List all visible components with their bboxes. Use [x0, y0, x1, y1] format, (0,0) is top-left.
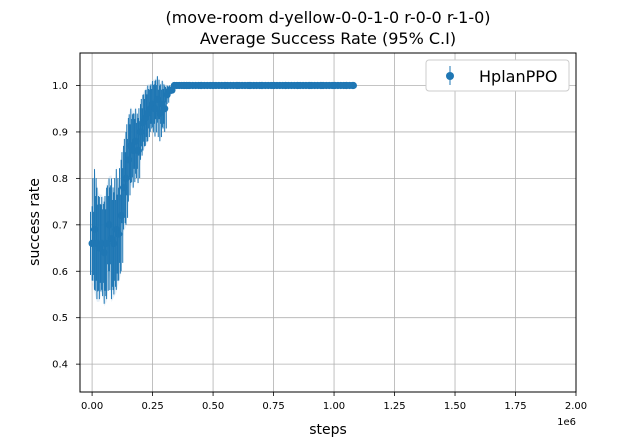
- x-tick-label: 0.25: [141, 401, 163, 412]
- data-point: [348, 81, 357, 90]
- y-axis-ticks: 0.4 0.5 0.6 0.7 0.8 0.9 1.0: [52, 81, 80, 371]
- data-point: [100, 249, 108, 257]
- legend-series-name: HplanPPO: [479, 67, 557, 86]
- data-point: [115, 230, 123, 238]
- legend-frame: [425, 59, 570, 92]
- data-point: [119, 184, 128, 192]
- data-point: [156, 109, 164, 117]
- data-point: [136, 128, 145, 136]
- data-point: [132, 137, 140, 145]
- data-point: [151, 105, 159, 113]
- y-tick-label: 0.8: [52, 174, 68, 185]
- x-axis-multiplier: 1e6: [557, 417, 576, 428]
- chart-title-line2: Average Success Rate (95% C.I): [200, 29, 456, 48]
- y-tick-label: 0.7: [52, 220, 68, 231]
- data-point: [103, 239, 111, 247]
- data-point: [161, 105, 169, 113]
- y-tick-label: 0.5: [52, 313, 68, 324]
- data-point: [124, 156, 132, 164]
- x-tick-label: 0.75: [262, 401, 284, 412]
- x-tick-label: 1.50: [444, 401, 466, 412]
- x-tick-label: 1.75: [504, 401, 526, 412]
- x-tick-label: 1.25: [383, 401, 405, 412]
- plot-frame: [79, 52, 577, 393]
- x-tick-label: 2.00: [565, 401, 587, 412]
- data-point: [90, 225, 99, 234]
- confidence-band: [92, 75, 354, 307]
- data-point: [110, 239, 118, 247]
- x-tick-label: 0.00: [81, 401, 103, 412]
- x-tick-label: 0.50: [202, 401, 224, 412]
- data-point: [134, 146, 142, 155]
- x-axis-label: steps: [309, 422, 347, 438]
- x-axis-ticks: 0.00 0.25 0.50 0.75 1.00 1.25 1.50 1.75 2.00: [81, 392, 587, 412]
- y-tick-label: 0.9: [52, 127, 68, 138]
- y-tick-label: 0.4: [52, 360, 68, 371]
- y-tick-label: 1.0: [52, 81, 68, 92]
- confidence-band-area: [92, 75, 354, 307]
- data-points: [88, 81, 358, 257]
- chart-title-line1: (move-room d-yellow-0-0-1-0 r-0-0 r-1-0): [165, 8, 490, 27]
- data-point: [117, 211, 125, 220]
- y-tick-label: 0.6: [52, 267, 68, 278]
- data-point: [153, 95, 162, 104]
- legend: HplanPPO: [425, 59, 570, 92]
- x-tick-label: 1.00: [323, 401, 345, 412]
- data-point: [105, 221, 113, 229]
- y-axis-label: success rate: [27, 178, 43, 266]
- data-point: [122, 174, 130, 182]
- legend-point-marker: [446, 72, 454, 80]
